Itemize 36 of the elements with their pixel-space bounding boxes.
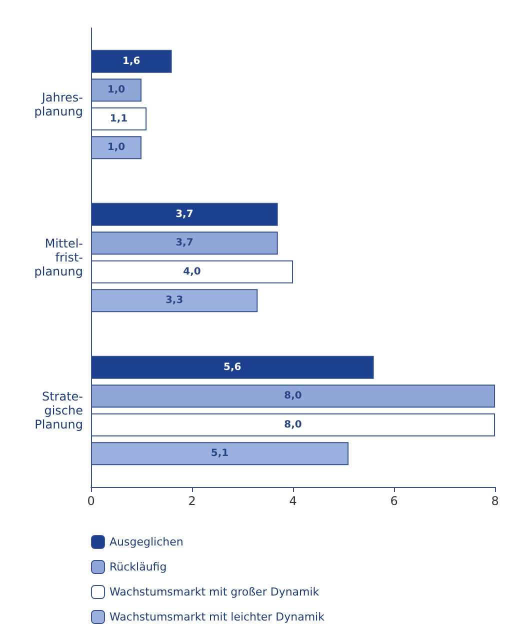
x-tick-label: 2 [188,494,196,508]
x-tick-label: 0 [87,494,95,508]
data-label: 5,1 [210,448,229,460]
data-label: 8,0 [284,419,302,430]
data-label: 4,0 [183,266,201,278]
bar [91,260,293,284]
bar [91,107,147,130]
data-label: 1,6 [122,56,140,67]
y-tick-label: Strate- gische Planung [34,390,83,432]
bar [91,356,374,379]
x-tick-label: 4 [289,494,297,508]
bar [91,202,278,226]
legend-label: Wachstumsmarkt mit großer Dynamik [110,586,320,598]
legend-label: Rückläufig [110,560,167,574]
data-label: 8,0 [284,390,302,402]
y-tick-label: Mittel- frist- planung [34,236,83,278]
bar [91,384,495,408]
y-tick-label: Jahres- planung [34,90,83,118]
bar [91,442,349,466]
data-label: 1,1 [110,113,128,124]
data-label: 3,7 [176,238,194,249]
x-tick-label: 6 [390,494,398,508]
data-label: 1,0 [107,84,126,96]
bar [91,289,258,312]
data-label: 3,7 [176,208,194,220]
bar [91,413,495,436]
data-label: 5,6 [224,362,242,373]
legend-label: Wachstumsmarkt mit leichter Dynamik [110,610,326,624]
data-label: 3,3 [165,295,184,306]
legend-label: Ausgeglichen [110,536,184,548]
data-label: 1,0 [107,142,126,154]
x-tick-label: 8 [491,494,499,508]
bar [91,136,142,160]
bar [91,78,142,102]
bar [91,232,278,255]
bar [91,50,172,73]
